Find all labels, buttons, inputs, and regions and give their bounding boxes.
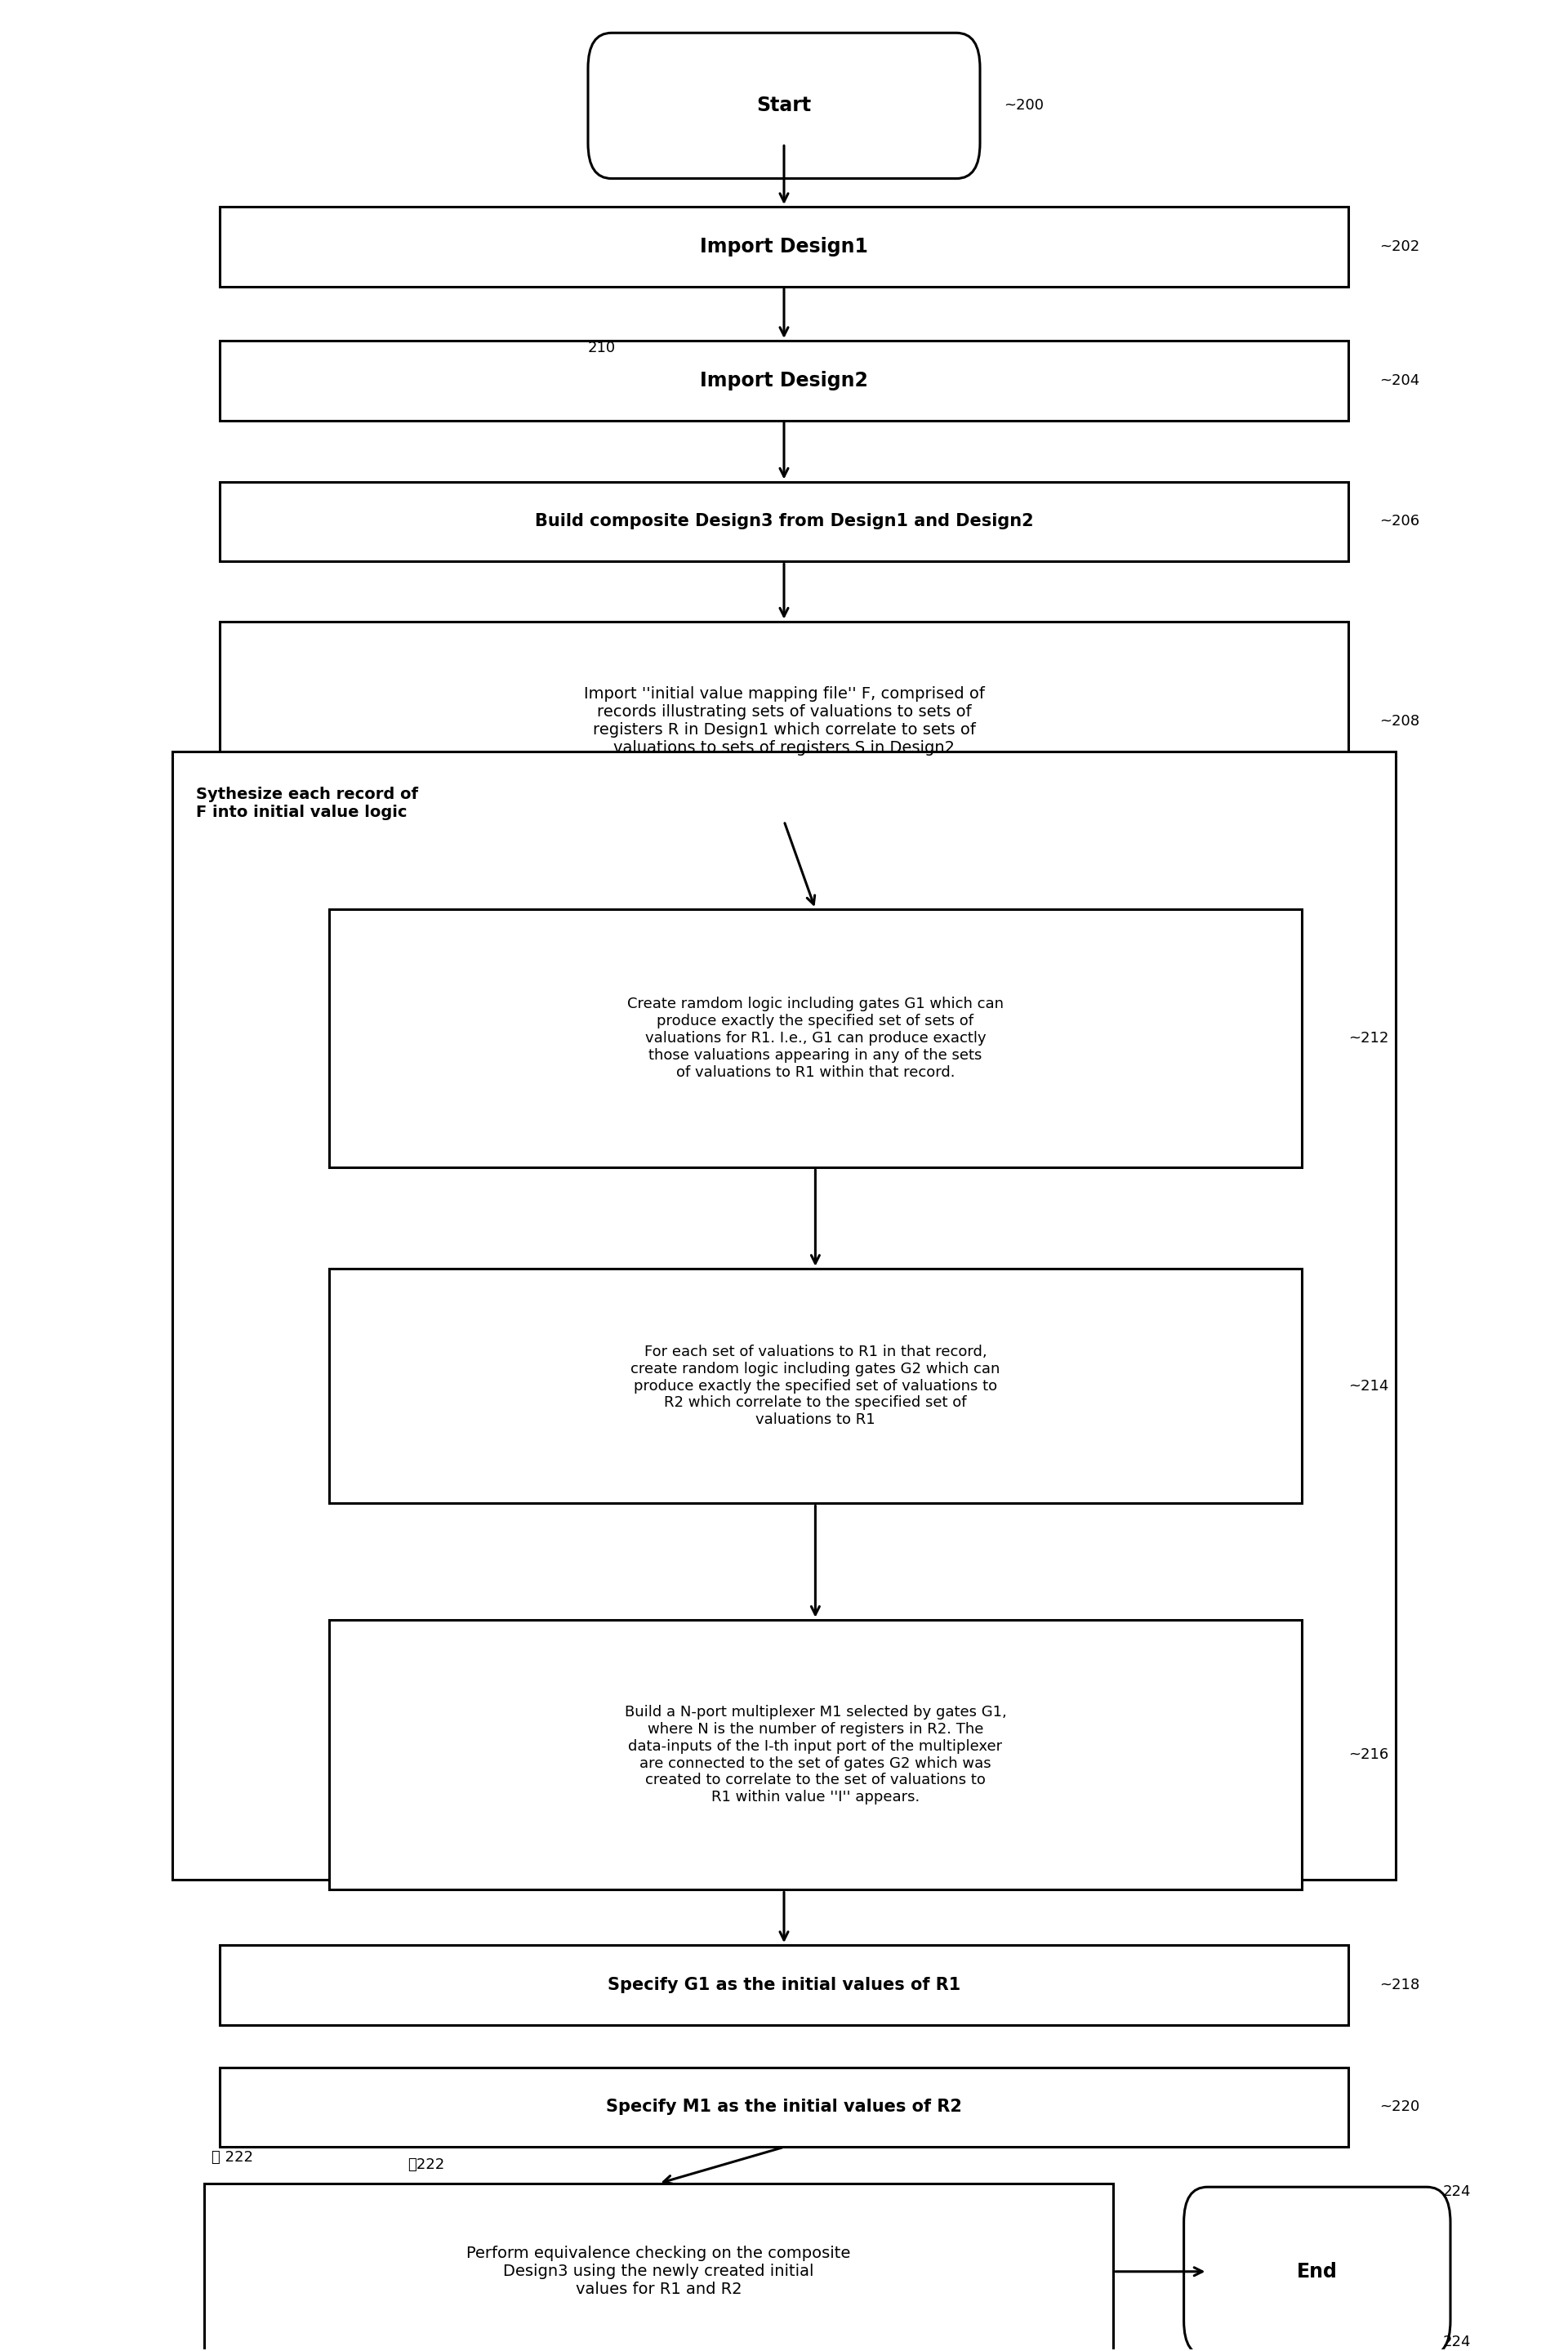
FancyBboxPatch shape <box>329 1270 1301 1502</box>
Text: ~200: ~200 <box>1004 99 1044 113</box>
Text: For each set of valuations to R1 in that record,
create random logic including g: For each set of valuations to R1 in that… <box>630 1345 1000 1427</box>
Text: Specify M1 as the initial values of R2: Specify M1 as the initial values of R2 <box>605 2099 963 2116</box>
FancyBboxPatch shape <box>204 2184 1113 2351</box>
FancyBboxPatch shape <box>1184 2186 1450 2351</box>
FancyBboxPatch shape <box>220 207 1348 287</box>
Text: Import Design1: Import Design1 <box>699 237 869 256</box>
Text: Perform equivalence checking on the composite
Design3 using the newly created in: Perform equivalence checking on the comp… <box>467 2245 850 2297</box>
Text: ~214: ~214 <box>1348 1378 1389 1394</box>
Text: End: End <box>1297 2262 1338 2280</box>
Text: ~202: ~202 <box>1380 240 1421 254</box>
FancyBboxPatch shape <box>220 482 1348 562</box>
Text: ~218: ~218 <box>1380 1977 1421 1991</box>
FancyBboxPatch shape <box>220 341 1348 421</box>
Text: Sythesize each record of
F into initial value logic: Sythesize each record of F into initial … <box>196 788 419 820</box>
Text: Specify G1 as the initial values of R1: Specify G1 as the initial values of R1 <box>607 1977 961 1994</box>
Text: ~206: ~206 <box>1380 515 1421 529</box>
Text: ⤳222: ⤳222 <box>408 2156 445 2172</box>
FancyBboxPatch shape <box>220 621 1348 820</box>
FancyBboxPatch shape <box>220 1944 1348 2024</box>
Text: Start: Start <box>757 96 811 115</box>
Text: 210: 210 <box>588 341 616 355</box>
FancyBboxPatch shape <box>329 1620 1301 1890</box>
Text: ~212: ~212 <box>1348 1032 1389 1046</box>
Text: ~216: ~216 <box>1348 1747 1389 1763</box>
Text: Create ramdom logic including gates G1 which can
produce exactly the specified s: Create ramdom logic including gates G1 w… <box>627 997 1004 1079</box>
Text: ⤴ 222: ⤴ 222 <box>212 2149 254 2165</box>
FancyBboxPatch shape <box>329 910 1301 1168</box>
FancyBboxPatch shape <box>172 752 1396 1878</box>
Text: Build a N-port multiplexer M1 selected by gates G1,
where N is the number of reg: Build a N-port multiplexer M1 selected b… <box>624 1704 1007 1806</box>
Text: ~220: ~220 <box>1380 2099 1421 2114</box>
Text: 224: 224 <box>1443 2184 1471 2198</box>
FancyBboxPatch shape <box>588 33 980 179</box>
Text: ~208: ~208 <box>1380 715 1421 729</box>
Text: 224: 224 <box>1443 2335 1471 2349</box>
Text: Import ''initial value mapping file'' F, comprised of
records illustrating sets : Import ''initial value mapping file'' F,… <box>583 686 985 757</box>
Text: Build composite Design3 from Design1 and Design2: Build composite Design3 from Design1 and… <box>535 513 1033 529</box>
Text: ~204: ~204 <box>1380 374 1421 388</box>
FancyBboxPatch shape <box>220 2067 1348 2146</box>
Text: Import Design2: Import Design2 <box>699 371 869 390</box>
